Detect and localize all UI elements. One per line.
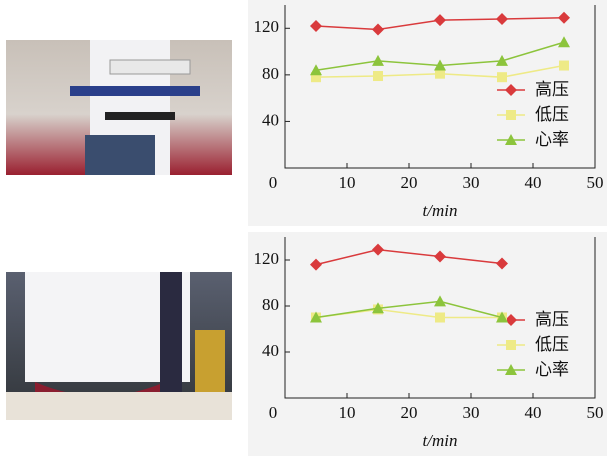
legend-marker xyxy=(506,340,516,350)
photo-1 xyxy=(6,40,232,175)
legend-label: 低压 xyxy=(535,335,569,355)
y-tick-label: 40 xyxy=(262,110,279,129)
x-tick-label: 0 xyxy=(269,403,278,422)
legend-label: 低压 xyxy=(535,105,569,125)
x-tick-label: 10 xyxy=(339,403,356,422)
y-tick-label: 40 xyxy=(262,341,279,360)
legend-label: 高压 xyxy=(535,310,569,330)
y-tick-label: 80 xyxy=(262,295,279,314)
marker xyxy=(497,72,507,82)
marker xyxy=(435,313,445,323)
x-tick-label: 50 xyxy=(587,173,604,192)
legend-label: 心率 xyxy=(535,130,569,150)
x-tick-label: 30 xyxy=(463,173,480,192)
x-axis-label: t/min xyxy=(423,201,458,220)
y-tick-label: 120 xyxy=(254,249,280,268)
x-tick-label: 40 xyxy=(525,403,542,422)
marker xyxy=(559,61,569,71)
photo-2 xyxy=(6,272,232,420)
x-tick-label: 20 xyxy=(401,403,418,422)
marker xyxy=(373,71,383,81)
x-tick-label: 40 xyxy=(525,173,542,192)
figure: 408012001020304050t/min高压低压心率40801200102… xyxy=(0,0,607,456)
x-tick-label: 10 xyxy=(339,173,356,192)
x-tick-label: 0 xyxy=(269,173,278,192)
x-axis-label: t/min xyxy=(423,431,458,450)
legend-marker xyxy=(506,110,516,120)
legend-label: 高压 xyxy=(535,80,569,100)
y-tick-label: 120 xyxy=(254,17,280,36)
legend-label: 心率 xyxy=(535,360,569,380)
x-tick-label: 30 xyxy=(463,403,480,422)
y-tick-label: 80 xyxy=(262,64,279,83)
x-tick-label: 20 xyxy=(401,173,418,192)
x-tick-label: 50 xyxy=(587,403,604,422)
